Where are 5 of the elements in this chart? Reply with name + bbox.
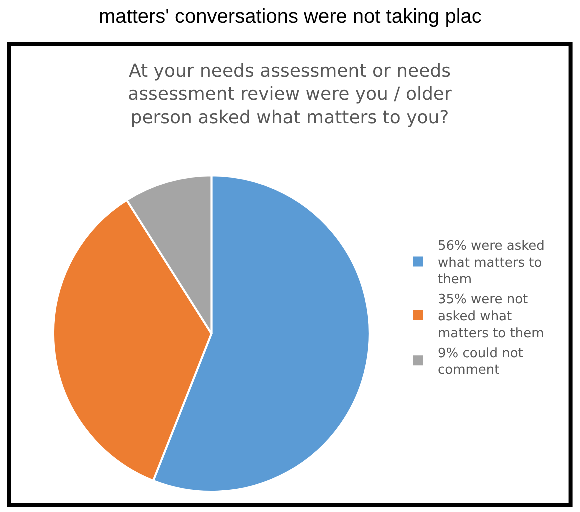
- text: matters' conversations were not taking plac: [99, 6, 482, 28]
- legend-label: 9% could not comment: [438, 346, 524, 378]
- legend-label: 56% were asked what matters to them: [438, 238, 545, 288]
- chart-title: At your needs assessment or needs assessment review were you / older person asked what matters to you?: [128, 60, 452, 129]
- legend-label: 35% were not asked what matters to them: [438, 292, 544, 342]
